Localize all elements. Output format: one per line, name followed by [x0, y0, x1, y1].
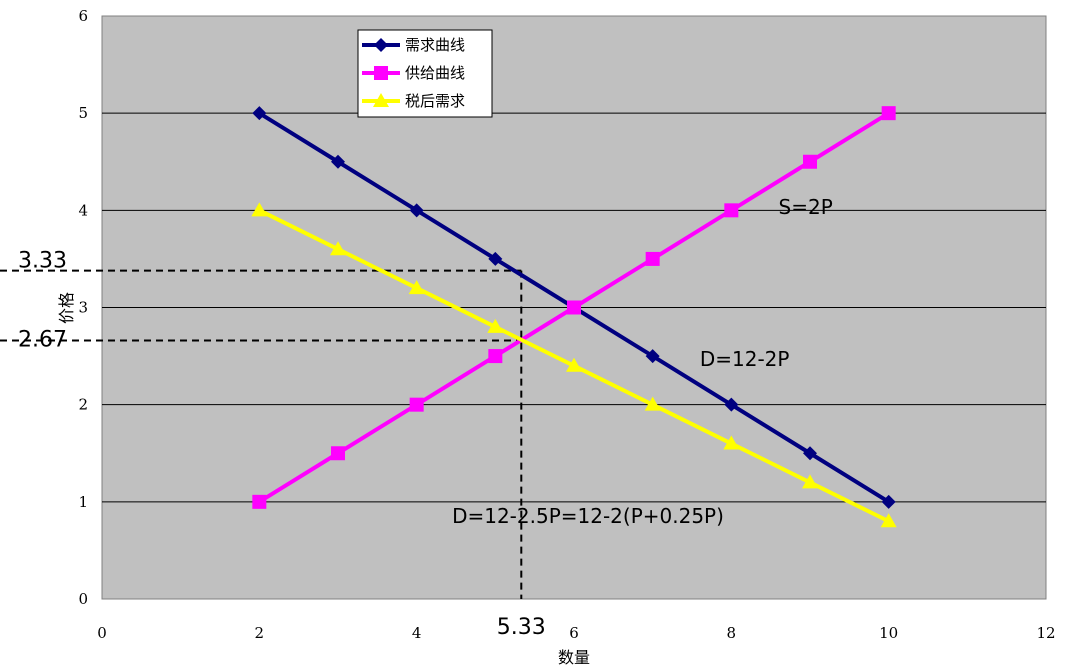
data-point [803, 446, 817, 461]
data-point [881, 106, 896, 121]
data-point [567, 300, 581, 315]
data-point [724, 397, 739, 412]
data-point [645, 251, 660, 266]
x-tick-label: 2 [255, 624, 265, 642]
reference-label-quantity: 5.33 [497, 615, 546, 640]
series-markers [251, 106, 897, 528]
data-point [645, 349, 660, 364]
legend-swatch-marker [374, 66, 388, 80]
data-point [331, 446, 345, 461]
legend-entry: 税后需求 [405, 92, 465, 110]
x-tick-label: 6 [569, 624, 579, 642]
x-tick-label: 12 [1036, 624, 1055, 642]
y-tick-label: 1 [78, 493, 88, 511]
data-point [488, 349, 503, 364]
x-tick-label: 0 [97, 624, 107, 642]
y-tick-label: 0 [78, 590, 88, 608]
reference-label-price: 2.67 [18, 328, 67, 353]
data-point [880, 513, 897, 528]
annotation: D=12-2.5P=12-2(P+0.25P) [452, 504, 724, 528]
annotation: S=2P [779, 195, 833, 219]
x-axis-title: 数量 [558, 648, 590, 667]
y-tick-label: 6 [78, 7, 88, 25]
data-point [566, 357, 582, 372]
data-point [330, 241, 346, 256]
data-point [802, 474, 818, 489]
y-axis-title: 价格 [57, 292, 76, 324]
x-tick-label: 8 [727, 624, 737, 642]
legend-entry: 需求曲线 [405, 36, 465, 54]
reference-lines: 5.33 3.33 2.67 [0, 249, 546, 640]
data-point [488, 251, 503, 266]
data-point [408, 280, 425, 295]
data-point [881, 494, 896, 509]
legend-swatch-marker [373, 93, 389, 107]
legend-swatch-marker [374, 38, 388, 52]
data-point [252, 106, 267, 121]
reference-label-price: 3.33 [18, 249, 67, 274]
data-point [723, 435, 740, 450]
y-tick-label: 3 [78, 299, 88, 317]
x-axis-ticks: 0 2 4 6 8 10 12 [97, 624, 1055, 642]
data-point [487, 318, 504, 333]
y-axis-ticks: 0 1 2 3 4 5 6 [78, 7, 88, 608]
data-point [724, 203, 739, 218]
x-tick-label: 4 [412, 624, 422, 642]
data-point [803, 154, 817, 169]
data-point [409, 203, 424, 218]
annotation: D=12-2P [700, 347, 790, 371]
y-tick-label: 4 [78, 201, 88, 219]
data-point [409, 397, 424, 412]
data-point [331, 154, 345, 169]
data-point [252, 494, 267, 509]
data-point [251, 202, 268, 217]
annotations: S=2P D=12-2P D=12-2.5P=12-2(P+0.25P) [452, 195, 833, 528]
data-point [644, 396, 661, 411]
legend-entry: 供给曲线 [405, 64, 465, 82]
y-tick-label: 5 [78, 104, 88, 122]
y-tick-label: 2 [78, 396, 88, 414]
x-tick-label: 10 [879, 624, 898, 642]
